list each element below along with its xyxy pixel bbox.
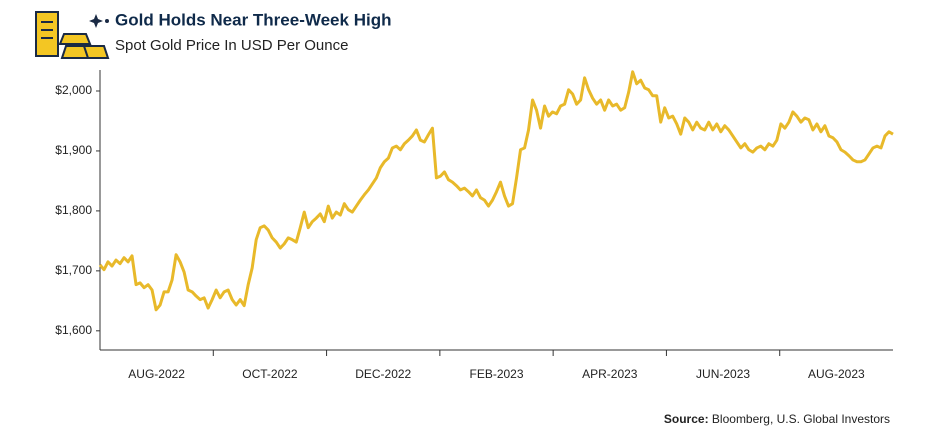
gold-icon — [35, 11, 110, 59]
x-tick-label: OCT-2022 — [242, 367, 298, 381]
price-line — [98, 70, 894, 312]
chart-title: Gold Holds Near Three-Week High — [115, 10, 391, 29]
x-tick-label: APR-2023 — [582, 367, 638, 381]
y-tick-label: $2,000 — [55, 83, 92, 97]
y-tick-label: $1,700 — [55, 263, 92, 277]
source-label: Source: — [664, 412, 709, 426]
chart-subtitle: Spot Gold Price In USD Per Ounce — [115, 37, 348, 54]
y-tick-label: $1,800 — [55, 203, 92, 217]
x-tick-label: JUN-2023 — [696, 367, 750, 381]
x-tick-label: AUG-2023 — [808, 367, 865, 381]
x-tick-label: DEC-2022 — [355, 367, 411, 381]
y-tick-label: $1,600 — [55, 323, 92, 337]
source-text: Bloomberg, U.S. Global Investors — [712, 412, 890, 426]
x-tick-label: AUG-2022 — [128, 367, 185, 381]
x-tick-label: FEB-2023 — [469, 367, 523, 381]
source: Source: Bloomberg, U.S. Global Investors — [664, 412, 890, 426]
y-tick-label: $1,900 — [55, 143, 92, 157]
